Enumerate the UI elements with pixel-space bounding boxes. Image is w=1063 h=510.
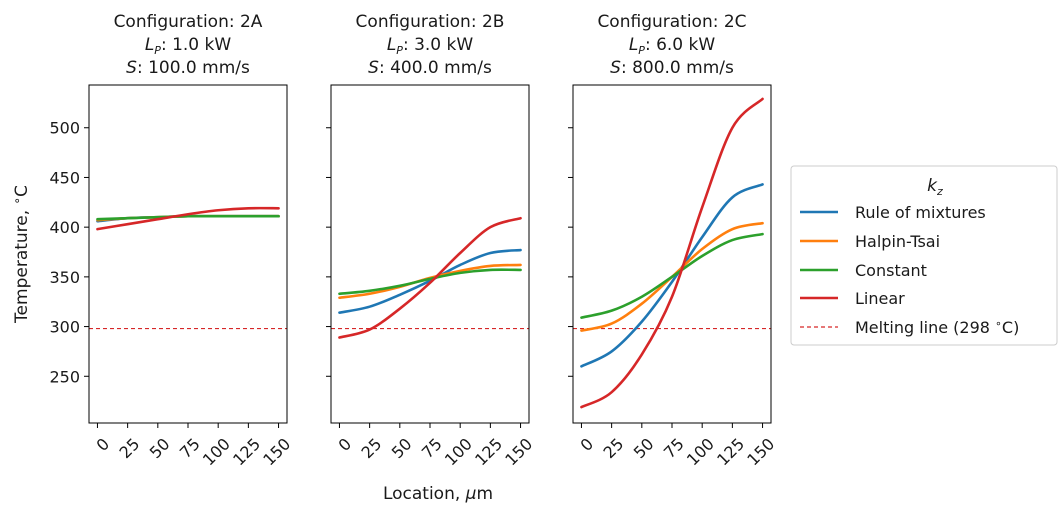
legend-entry-label: Linear — [855, 289, 905, 308]
y-tick-label: 250 — [49, 367, 80, 386]
axes-frame — [88, 84, 288, 424]
y-tick-label: 300 — [49, 318, 80, 337]
x-tick-label: 150 — [501, 434, 536, 469]
series-line-constant — [338, 268, 522, 296]
subplot-2: Configuration: 2B LP: 3.0 kWS: 400.0 mm/s… — [326, 12, 536, 469]
subplot-title-line: Configuration: 2C — [597, 12, 746, 32]
series-line-rule-of-mixtures — [338, 248, 522, 314]
series-line-rule-of-mixtures — [580, 183, 764, 368]
x-tick-label: 150 — [743, 434, 778, 469]
legend-entry-label: Rule of mixtures — [855, 203, 986, 222]
x-tick-label: 100 — [441, 434, 476, 469]
subplot-3: Configuration: 2C LP: 6.0 kWS: 800.0 mm/s… — [568, 12, 778, 469]
y-tick-label: 350 — [49, 268, 80, 287]
series-line-constant — [96, 214, 280, 221]
x-tick-label: 50 — [146, 434, 174, 462]
x-tick-label: 25 — [116, 434, 144, 462]
subplot-title-line: S: 800.0 mm/s — [610, 58, 734, 78]
subplot-1: Configuration: 2A LP: 1.0 kWS: 100.0 mm/s… — [49, 12, 294, 469]
series-line-linear — [580, 97, 764, 409]
x-tick-label: 125 — [229, 434, 264, 469]
x-tick-label: 50 — [388, 434, 416, 462]
y-axis-label: Temperature, ∘C — [10, 185, 32, 324]
legend-entry-label: Halpin-Tsai — [855, 232, 940, 251]
x-tick-label: 25 — [358, 434, 386, 462]
legend: kz Rule of mixtures Halpin-Tsai Constant Lin… — [790, 165, 1058, 346]
subplot-title-line: S: 400.0 mm/s — [368, 58, 492, 78]
legend-box — [790, 165, 1058, 346]
x-tick-label: 125 — [713, 434, 748, 469]
x-tick-label: 0 — [577, 434, 598, 455]
legend-title: kz — [927, 176, 943, 198]
x-tick-label: 25 — [600, 434, 628, 462]
x-tick-label: 50 — [630, 434, 658, 462]
series-line-constant — [580, 232, 764, 319]
x-tick-label: 0 — [93, 434, 114, 455]
y-tick-label: 450 — [49, 168, 80, 187]
subplot-title-line: LP: 3.0 kW — [387, 35, 474, 57]
series-line-linear — [96, 206, 280, 231]
subplot-title-line: S: 100.0 mm/s — [126, 58, 250, 78]
x-tick-label: 0 — [335, 434, 356, 455]
x-tick-label: 100 — [199, 434, 234, 469]
subplot-title-line: LP: 6.0 kW — [629, 35, 716, 57]
series-line-linear — [338, 216, 522, 339]
y-tick-label: 400 — [49, 218, 80, 237]
axes-frame — [330, 84, 530, 424]
subplot-title-line: Configuration: 2A — [114, 12, 263, 32]
axes-frame — [572, 84, 772, 424]
x-tick-label: 100 — [683, 434, 718, 469]
legend-entry-label: Melting line (298 ∘C) — [855, 317, 1019, 337]
x-tick-label: 150 — [259, 434, 294, 469]
subplot-title-line: LP: 1.0 kW — [145, 35, 232, 57]
legend-entry-label: Constant — [855, 261, 927, 280]
x-tick-label: 125 — [471, 434, 506, 469]
y-tick-label: 500 — [49, 119, 80, 138]
subplot-title-line: Configuration: 2B — [356, 12, 505, 32]
x-axis-label: Location, μm — [383, 484, 493, 504]
